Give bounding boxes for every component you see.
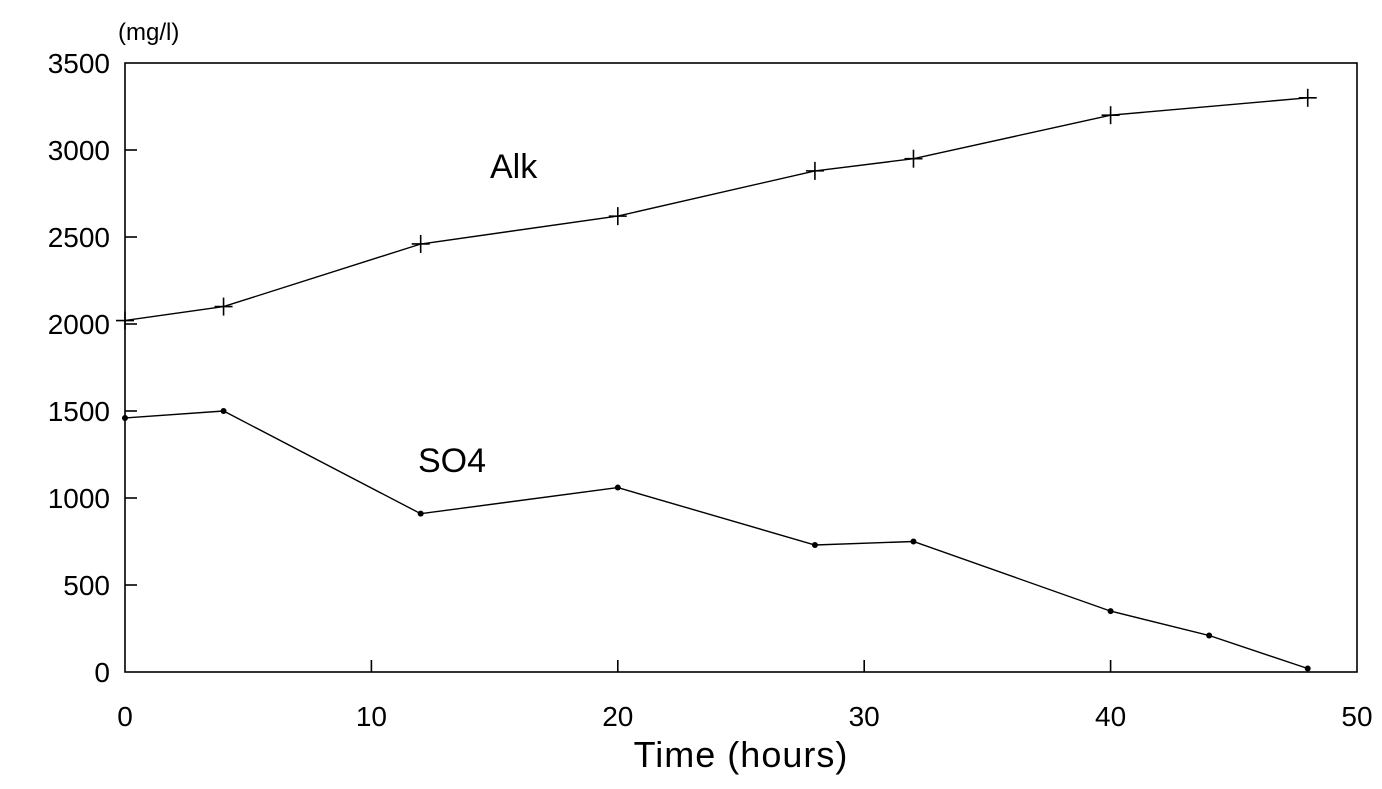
y-axis-unit-label: (mg/l) <box>118 19 179 46</box>
x-tick-label: 50 <box>1341 701 1372 732</box>
data-point-so4 <box>220 408 227 414</box>
data-point-so4 <box>614 484 621 491</box>
series-label-alk: Alk <box>490 148 538 186</box>
y-axis-ticks: 0 500 1000 1500 2000 2500 3000 3500 <box>48 48 137 688</box>
data-point-alk <box>805 161 824 180</box>
series-alk <box>116 88 1317 330</box>
data-point-alk <box>1298 88 1317 107</box>
data-point-so4 <box>1206 632 1213 639</box>
plot-frame <box>124 62 1358 673</box>
series-line-so4 <box>124 410 1308 670</box>
x-tick-label: 0 <box>117 701 133 732</box>
series-layer <box>116 88 1317 672</box>
data-point-alk <box>1101 106 1120 125</box>
x-tick-label: 40 <box>1095 701 1126 732</box>
y-tick-label: 3500 <box>48 48 110 79</box>
data-point-alk <box>214 297 233 316</box>
data-point-alk <box>411 234 430 253</box>
y-tick-label: 0 <box>94 657 110 688</box>
x-axis-title: Time (hours) <box>634 734 849 775</box>
x-tick-label: 10 <box>356 701 387 732</box>
y-tick-label: 500 <box>63 570 110 601</box>
data-point-so4 <box>1107 608 1114 615</box>
data-point-alk <box>608 207 627 226</box>
series-line-alk <box>124 97 1308 322</box>
y-tick-label: 1500 <box>48 396 110 427</box>
y-tick-label: 2500 <box>48 222 110 253</box>
y-tick-label: 2000 <box>48 309 110 340</box>
x-axis-ticks: 0 10 20 30 40 50 <box>117 660 1373 732</box>
series-so4 <box>122 408 1311 672</box>
data-point-alk <box>116 311 134 330</box>
data-point-alk <box>904 149 923 168</box>
y-tick-label: 3000 <box>48 135 110 166</box>
data-point-so4 <box>811 541 818 548</box>
series-label-so4: SO4 <box>418 442 486 480</box>
x-tick-label: 20 <box>602 701 633 732</box>
data-point-so4 <box>122 414 128 421</box>
data-point-so4 <box>1304 665 1311 672</box>
x-tick-label: 30 <box>849 701 880 732</box>
data-point-so4 <box>910 538 917 545</box>
data-point-so4 <box>417 510 424 517</box>
y-tick-label: 1000 <box>48 483 110 514</box>
